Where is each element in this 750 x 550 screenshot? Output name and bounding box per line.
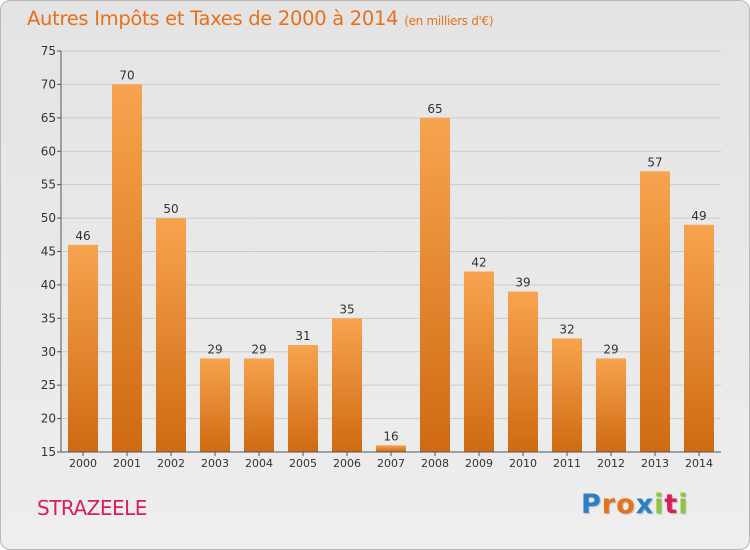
bar-2009 [464,271,494,452]
data-label-2014: 49 [691,209,706,223]
bar-2011 [552,338,582,452]
data-label-2009: 42 [471,256,486,270]
x-tick-label: 2008 [421,457,449,470]
x-tick-label: 2003 [201,457,229,470]
data-label-2010: 39 [515,276,530,290]
data-label-2005: 31 [295,329,310,343]
bar-2000 [68,244,98,452]
x-tick-label: 2011 [553,457,581,470]
data-label-2000: 46 [75,229,90,243]
bar-2013 [640,171,670,453]
x-tick-label: 2000 [69,457,97,470]
proxiti-logo[interactable]: Proxiti [581,489,689,520]
bar-2010 [508,291,538,452]
data-label-2003: 29 [207,342,222,356]
bar-2001 [112,84,142,453]
y-tick-label: 15 [41,445,56,459]
bar-2008 [420,117,450,452]
y-tick-label: 25 [41,378,56,392]
bar-2004 [244,358,274,452]
bar-2003 [200,358,230,452]
data-label-2006: 35 [339,302,354,316]
bar-2014 [684,224,714,452]
bar-2006 [332,318,362,452]
y-tick-label: 65 [41,111,56,125]
bar-2005 [288,345,318,452]
data-label-2002: 50 [163,202,178,216]
y-tick-label: 40 [41,278,56,292]
x-tick-label: 2009 [465,457,493,470]
chart-title-text: Autres Impôts et Taxes de 2000 à 2014 [27,7,399,30]
x-tick-label: 2004 [245,457,273,470]
logo-letter-1: r [601,489,617,520]
y-tick-label: 50 [41,211,56,225]
x-tick-label: 2012 [597,457,625,470]
y-tick-label: 30 [41,345,56,359]
data-labels: 46 70 50 29 29 31 35 16 65 42 39 32 29 57 49 [75,68,706,443]
logo-letter-2: o [616,489,636,520]
y-axis-ticks: 15 20 25 30 35 40 45 50 55 60 65 70 75 [41,44,61,459]
logo-letter-5: t [664,489,679,520]
data-label-2012: 29 [603,342,618,356]
chart-unit: (en milliers d'€) [404,14,494,28]
y-tick-label: 75 [41,44,56,58]
x-tick-label: 2002 [157,457,185,470]
y-tick-label: 45 [41,245,56,259]
x-tick-label: 2006 [333,457,361,470]
bar-2007 [376,445,406,452]
logo-letter-6: i [678,489,689,520]
data-label-2001: 70 [119,68,134,82]
commune-name: STRAZEELE [37,496,147,520]
y-tick-label: 55 [41,178,56,192]
data-label-2011: 32 [559,322,574,336]
x-axis-ticks: 2000 2001 2002 2003 2004 2005 2006 2007 2008 2009… [69,452,713,470]
data-label-2007: 16 [383,429,398,443]
y-tick-label: 35 [41,311,56,325]
data-label-2008: 65 [427,102,442,116]
data-label-2004: 29 [251,342,266,356]
x-tick-label: 2005 [289,457,317,470]
x-tick-label: 2001 [113,457,141,470]
x-tick-label: 2013 [641,457,669,470]
axes [60,51,721,453]
x-tick-label: 2010 [509,457,537,470]
logo-letter-3: x [635,489,655,520]
x-tick-label: 2007 [377,457,405,470]
x-tick-label: 2014 [685,457,713,470]
chart-title: Autres Impôts et Taxes de 2000 à 2014 (en… [27,7,494,30]
y-tick-label: 20 [41,412,56,426]
bars [68,84,714,453]
logo-letter-4: i [654,489,665,520]
bar-2012 [596,358,626,452]
bar-2002 [156,218,186,452]
y-tick-label: 60 [41,144,56,158]
logo-letter-0: P [581,489,602,520]
data-label-2013: 57 [647,155,662,169]
y-tick-label: 70 [41,77,56,91]
